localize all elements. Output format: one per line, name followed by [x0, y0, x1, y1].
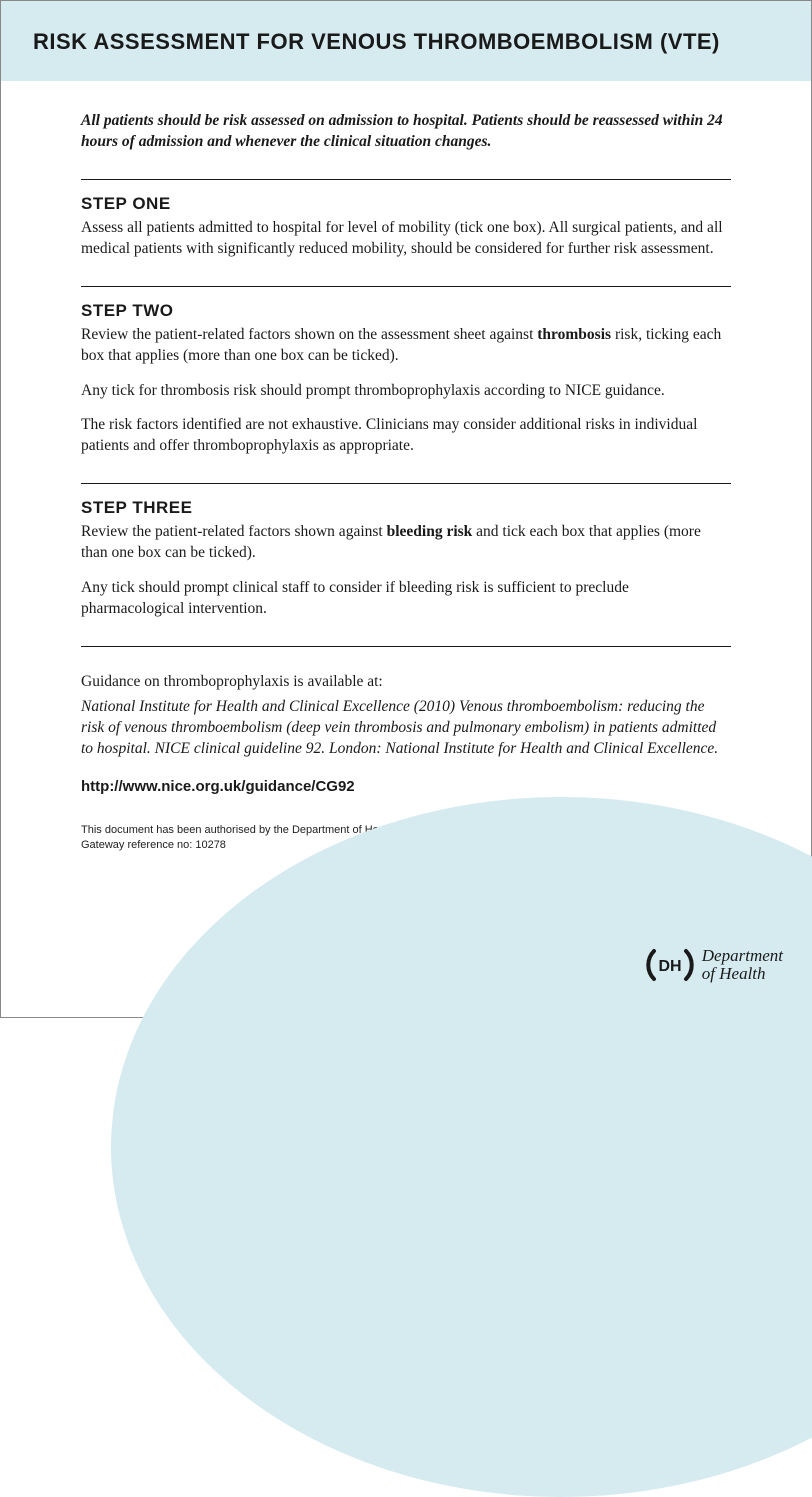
dh-mark-text: DH — [658, 958, 681, 975]
step-two-body: Review the patient-related factors shown… — [81, 325, 731, 458]
divider — [81, 483, 731, 484]
bold-span: bleeding risk — [387, 523, 473, 540]
text-span: Review the patient-related factors shown… — [81, 523, 387, 540]
divider — [81, 179, 731, 180]
dept-line1: Department — [702, 947, 783, 965]
step-two-p1: Review the patient-related factors shown… — [81, 325, 731, 367]
step-two-p2: Any tick for thrombosis risk should prom… — [81, 381, 731, 402]
step-three-title: STEP THREE — [81, 498, 731, 518]
dh-logo: DH Department of Health — [646, 941, 783, 989]
step-one-title: STEP ONE — [81, 194, 731, 214]
step-three-p1: Review the patient-related factors shown… — [81, 522, 731, 564]
dh-logo-text: Department of Health — [702, 947, 783, 983]
page-title: RISK ASSESSMENT FOR VENOUS THROMBOEMBOLI… — [33, 29, 779, 55]
step-two-title: STEP TWO — [81, 301, 731, 321]
dept-line2: of Health — [702, 965, 783, 983]
dh-logo-mark: DH — [646, 941, 694, 989]
text-span: Review the patient-related factors shown… — [81, 326, 537, 343]
guidance-url: http://www.nice.org.uk/guidance/CG92 — [81, 778, 731, 795]
guidance-intro: Guidance on thromboprophylaxis is availa… — [81, 673, 731, 691]
step-three-body: Review the patient-related factors shown… — [81, 522, 731, 620]
step-two-p3: The risk factors identified are not exha… — [81, 415, 731, 457]
intro-text: All patients should be risk assessed on … — [81, 111, 731, 153]
bold-span: thrombosis — [537, 326, 611, 343]
corner-swoosh — [111, 797, 812, 1497]
guidance-citation: National Institute for Health and Clinic… — [81, 697, 731, 760]
step-one-p1: Assess all patients admitted to hospital… — [81, 218, 731, 260]
content-area: All patients should be risk assessed on … — [1, 81, 811, 852]
divider — [81, 646, 731, 647]
step-one-body: Assess all patients admitted to hospital… — [81, 218, 731, 260]
step-three-p2: Any tick should prompt clinical staff to… — [81, 578, 731, 620]
header-band: RISK ASSESSMENT FOR VENOUS THROMBOEMBOLI… — [1, 1, 811, 81]
divider — [81, 286, 731, 287]
